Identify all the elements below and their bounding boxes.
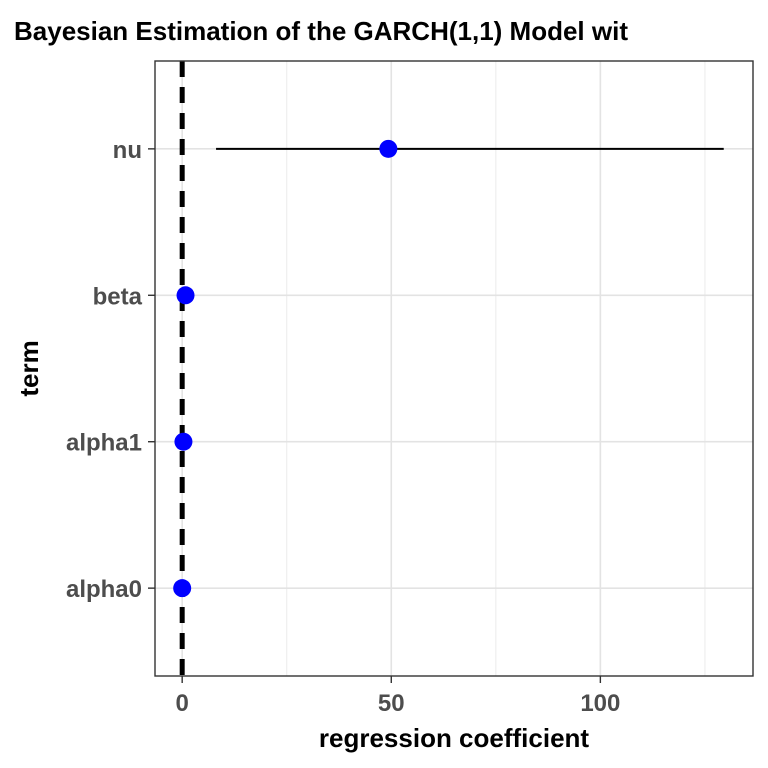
- estimate-points: [173, 139, 398, 598]
- y-axis: alpha0 alpha1 beta nu: [66, 137, 155, 603]
- x-tick-label: 100: [580, 690, 620, 717]
- y-tick-label-alpha1: alpha1: [66, 430, 142, 457]
- point-alpha0: [173, 579, 192, 598]
- point-nu: [379, 139, 398, 158]
- y-axis-title: term: [14, 340, 44, 396]
- x-tick-label: 50: [378, 690, 405, 717]
- point-alpha1: [174, 432, 193, 451]
- point-beta: [176, 286, 195, 305]
- y-tick-label-nu: nu: [113, 137, 142, 164]
- y-tick-label-alpha0: alpha0: [66, 576, 142, 603]
- y-tick-label-beta: beta: [93, 283, 143, 310]
- chart-title: Bayesian Estimation of the GARCH(1,1) Mo…: [14, 16, 628, 46]
- x-tick-label: 0: [176, 690, 189, 717]
- x-axis-title: regression coefficient: [319, 723, 590, 753]
- x-axis: 0 50 100: [176, 676, 620, 717]
- panel-border: [154, 60, 754, 677]
- plot-panel: [155, 61, 753, 676]
